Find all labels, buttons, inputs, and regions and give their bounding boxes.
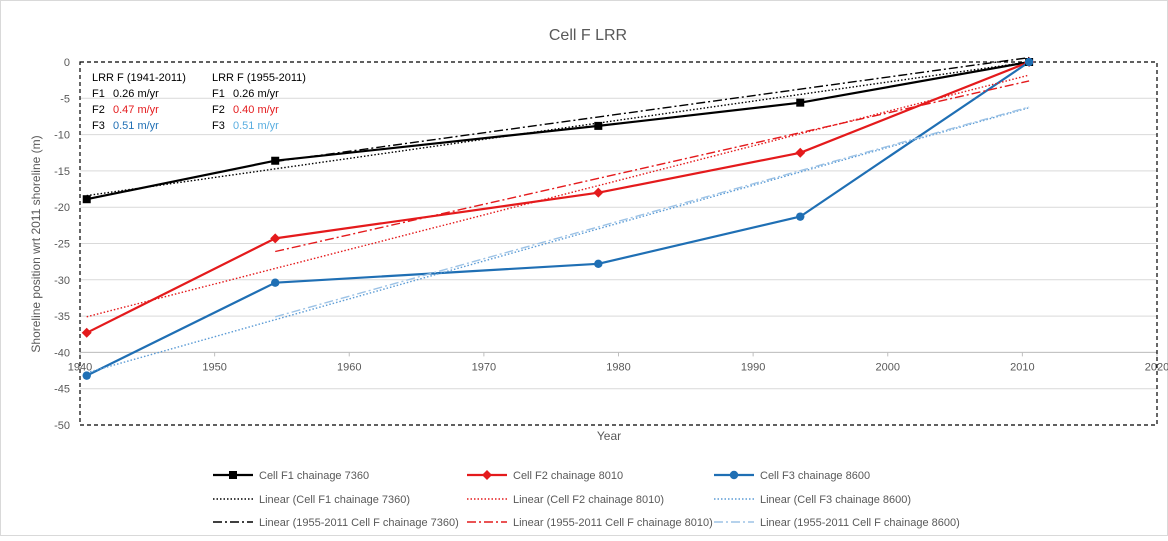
x-tick-label: 2020 xyxy=(1145,361,1168,373)
data-point-series-3 xyxy=(1024,57,1034,67)
legend: Cell F1 chainage 7360 Cell F2 chainage 80… xyxy=(213,470,960,529)
series-line-4 xyxy=(86,61,1030,197)
annotation-left-value: 0.26 m/yr xyxy=(113,88,159,100)
series-markers xyxy=(81,57,1035,380)
y-tick-label: -45 xyxy=(54,384,70,396)
legend-marker-1 xyxy=(229,471,237,479)
y-tick-label: -50 xyxy=(54,420,70,432)
annotation-right-value: 0.40 m/yr xyxy=(233,104,279,116)
axes: 0 -5 -10 -15 -20 -25 -30 -35 -40 -45 -50 1940 1950 19… xyxy=(54,57,1168,432)
data-point-series-2 xyxy=(593,187,604,198)
annotation-row-label: F2 xyxy=(212,104,225,116)
y-tick-label: 0 xyxy=(64,57,70,69)
data-point-series-3 xyxy=(594,259,603,269)
x-tick-label: 1970 xyxy=(472,361,496,373)
lrr-annotation: LRR F (1941-2011) LRR F (1955-2011) F1 0.26… xyxy=(92,72,306,132)
plot-area-border xyxy=(79,61,1158,426)
legend-label-2: Cell F2 chainage 8010 xyxy=(513,470,623,482)
legend-label-5: Linear (Cell F2 chainage 8010) xyxy=(513,494,664,506)
y-tick-label: -5 xyxy=(60,93,70,105)
x-tick-label: 1950 xyxy=(202,361,226,373)
x-axis-label: Year xyxy=(597,429,621,443)
annotation-row-label: F3 xyxy=(92,120,105,132)
data-point-series-1 xyxy=(271,156,280,165)
x-tick-label: 1940 xyxy=(68,361,92,373)
data-point-series-1 xyxy=(594,121,603,130)
x-tick-label: 1960 xyxy=(337,361,361,373)
series-line-8 xyxy=(275,80,1030,253)
legend-label-7: Linear (1955-2011 Cell F chainage 7360) xyxy=(259,517,459,529)
annotation-right-header: LRR F (1955-2011) xyxy=(212,72,306,84)
data-point-series-2 xyxy=(81,327,92,338)
data-point-series-1 xyxy=(82,195,91,204)
y-axis-label: Shoreline position wrt 2011 shoreline (m… xyxy=(29,135,43,352)
legend-label-4: Linear (Cell F1 chainage 7360) xyxy=(259,494,410,506)
series-line-6 xyxy=(86,107,1030,374)
y-tick-label: -25 xyxy=(54,239,70,251)
data-point-series-1 xyxy=(796,98,805,107)
legend-marker-3 xyxy=(729,470,739,480)
legend-label-8: Linear (1955-2011 Cell F chainage 8010) xyxy=(513,517,713,529)
legend-label-1: Cell F1 chainage 7360 xyxy=(259,470,369,482)
chart-title: Cell F LRR xyxy=(549,27,627,44)
annotation-right-value: 0.26 m/yr xyxy=(233,88,279,100)
annotation-right-value: 0.51 m/yr xyxy=(233,120,279,132)
annotation-row-label: F3 xyxy=(212,120,225,132)
grid-lines xyxy=(80,97,1157,390)
y-tick-label: -35 xyxy=(54,311,70,323)
data-point-series-2 xyxy=(270,233,281,244)
annotation-row-label: F2 xyxy=(92,104,105,116)
annotation-left-header: LRR F (1941-2011) xyxy=(92,72,186,84)
y-tick-label: -40 xyxy=(54,347,70,359)
legend-label-6: Linear (Cell F3 chainage 8600) xyxy=(760,494,911,506)
annotation-row-label: F1 xyxy=(92,88,105,100)
series-line-7 xyxy=(275,56,1030,163)
x-tick-label: 1980 xyxy=(606,361,630,373)
series-line-5 xyxy=(86,74,1030,318)
y-tick-label: -20 xyxy=(54,202,70,214)
x-tick-label: 2010 xyxy=(1010,361,1034,373)
annotation-left-value: 0.51 m/yr xyxy=(113,120,159,132)
data-point-series-2 xyxy=(795,147,806,158)
y-tick-label: -15 xyxy=(54,166,70,178)
data-point-series-3 xyxy=(271,278,280,287)
y-tick-label: -10 xyxy=(54,130,70,142)
x-tick-label: 2000 xyxy=(876,361,900,373)
x-tick-label: 1990 xyxy=(741,361,765,373)
data-point-series-3 xyxy=(796,212,805,221)
legend-label-9: Linear (1955-2011 Cell F chainage 8600) xyxy=(760,517,960,529)
annotation-row-label: F1 xyxy=(212,88,225,100)
y-tick-label: -30 xyxy=(54,275,70,287)
legend-label-3: Cell F3 chainage 8600 xyxy=(760,470,870,482)
data-point-series-3 xyxy=(82,371,91,380)
series-line-9 xyxy=(275,106,1030,318)
annotation-left-value: 0.47 m/yr xyxy=(113,104,159,116)
legend-marker-2 xyxy=(482,470,492,480)
